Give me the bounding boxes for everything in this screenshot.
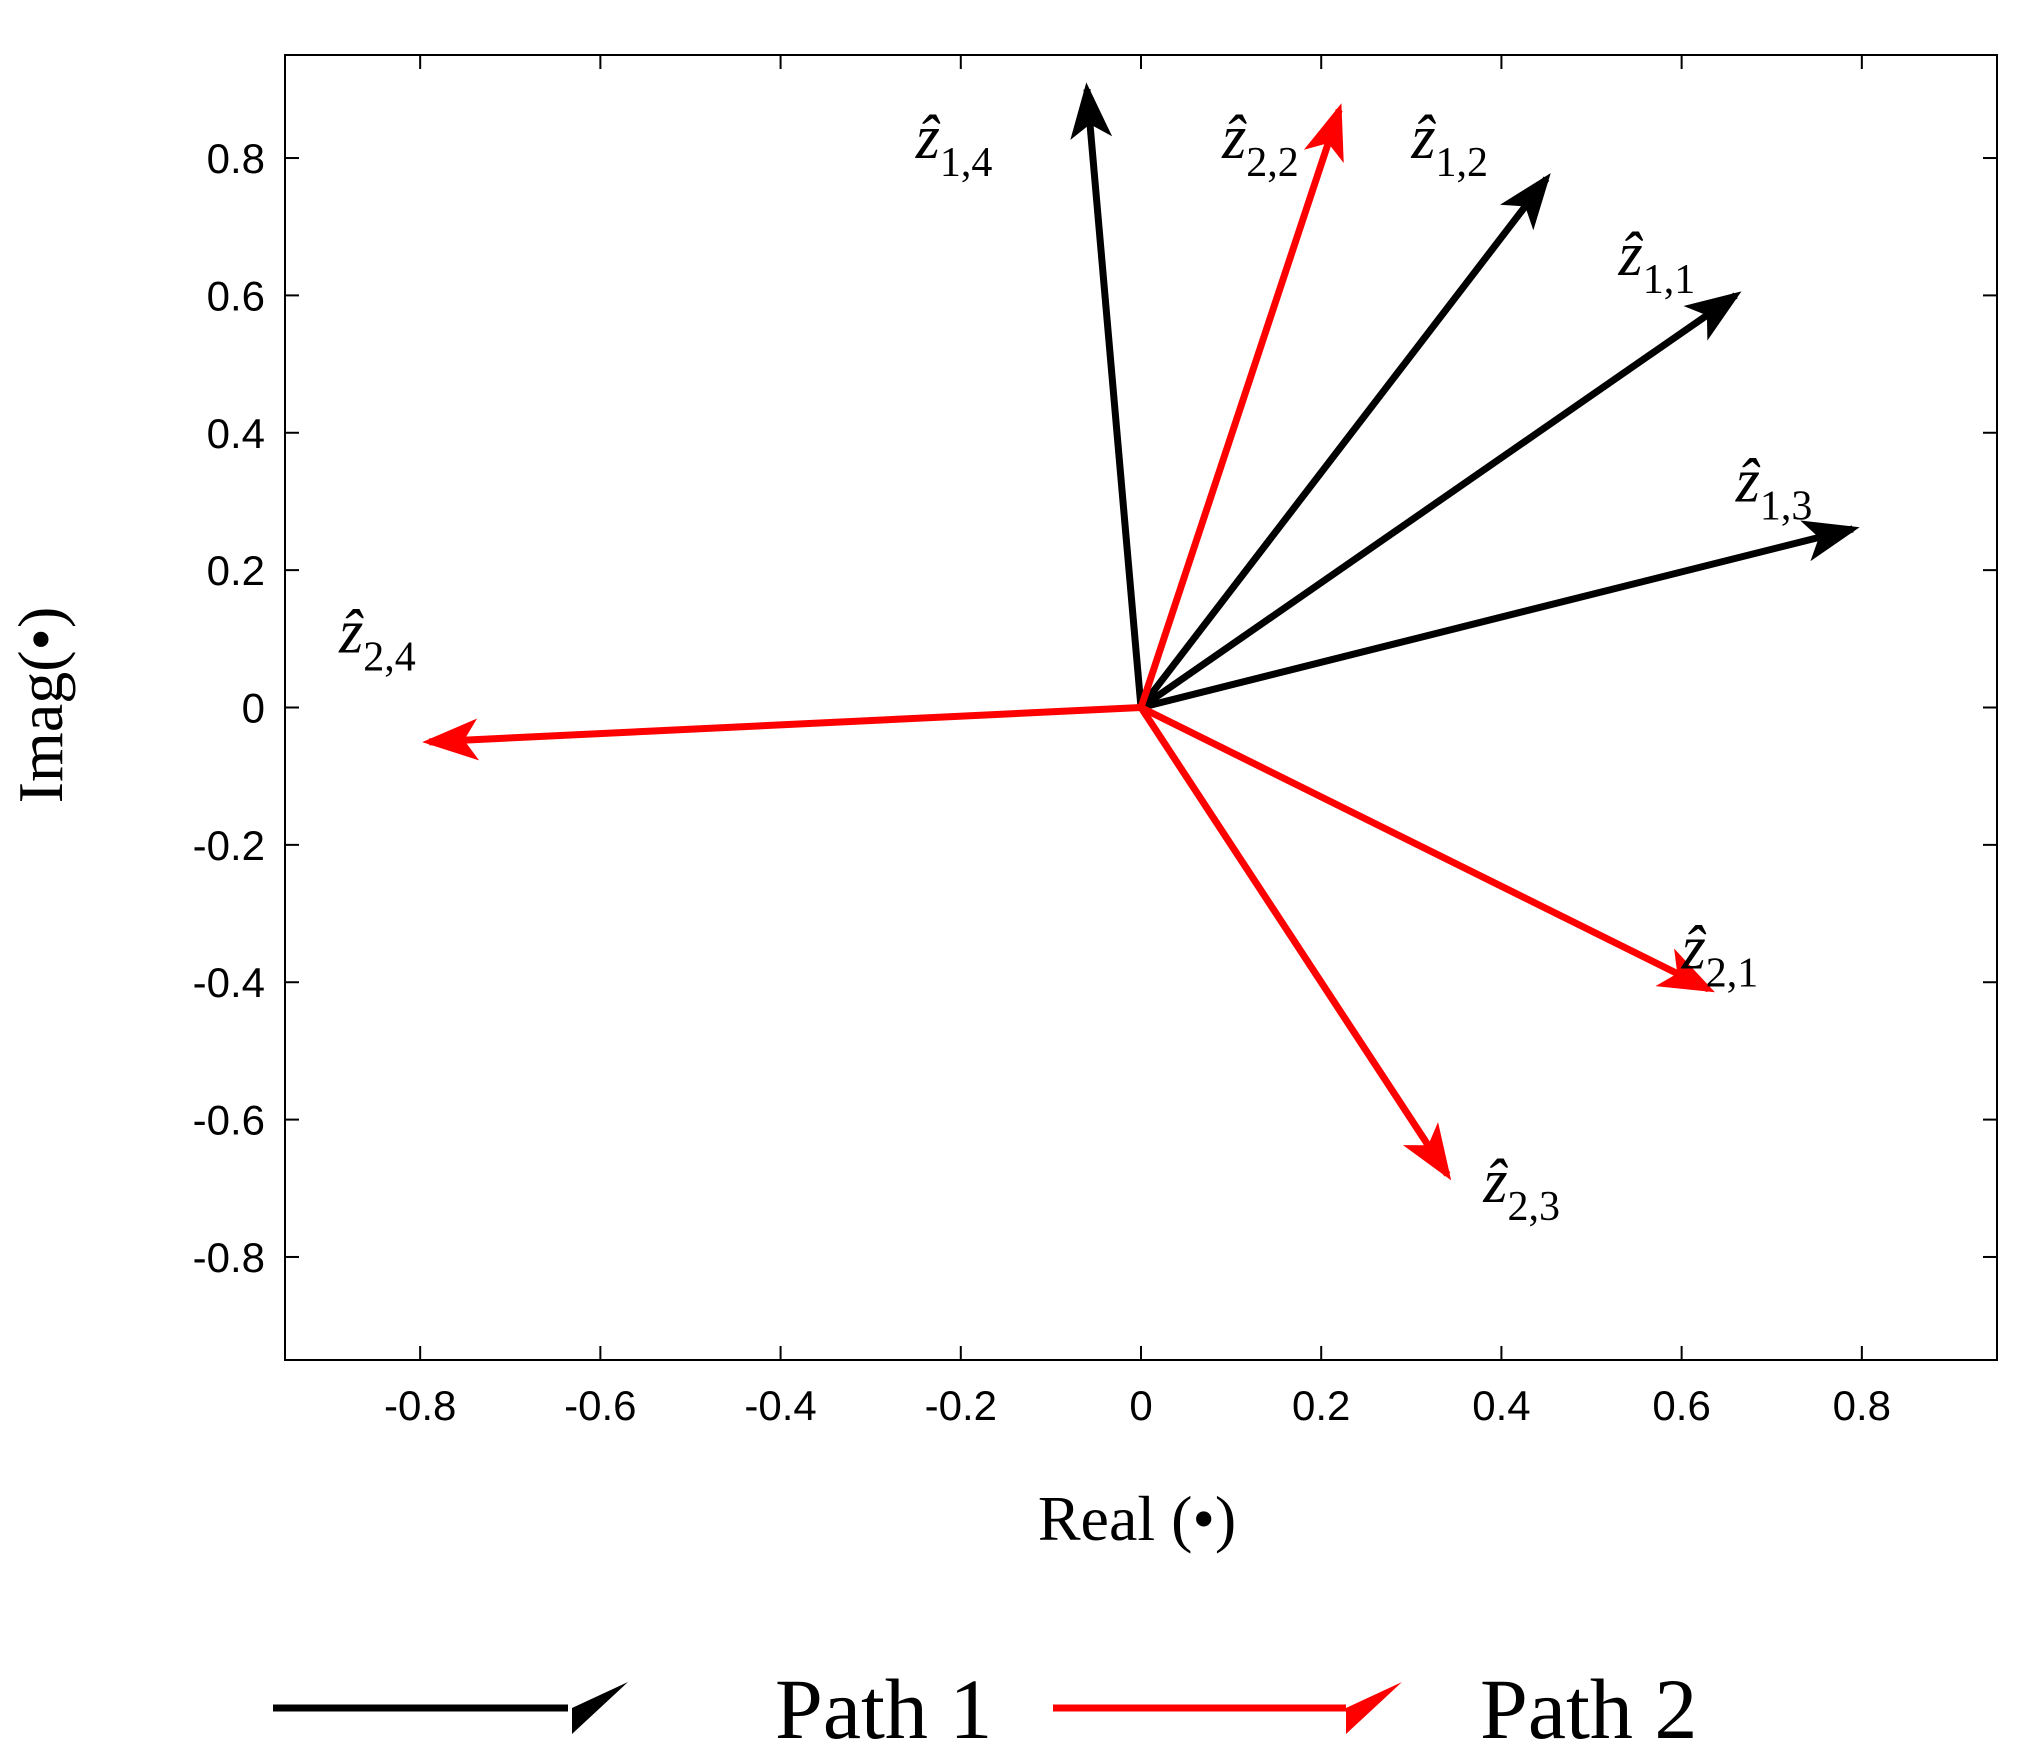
y-tick-label: 0.2 — [207, 547, 265, 594]
y-axis-title: Imag(•) — [5, 607, 76, 804]
vector-arrow-2-4 — [422, 704, 1142, 761]
x-tick-label: -0.6 — [564, 1382, 636, 1429]
x-tick-label: -0.8 — [384, 1382, 456, 1429]
vector-labels: ẑ1,1 ẑ1,2 ẑ1,3 ẑ1,4 ẑ2,1 ẑ2,2 ẑ2,3 ẑ2,4 — [338, 104, 1812, 1230]
vector-arrow-1-3 — [1140, 520, 1860, 711]
vector-label-2-3: ẑ2,3 — [1482, 1148, 1560, 1230]
vector-label-2-2: ẑ2,2 — [1221, 104, 1299, 186]
y-tick-label: -0.2 — [193, 822, 265, 869]
y-tick-label: 0.4 — [207, 410, 265, 457]
x-tick-label: 0.6 — [1652, 1382, 1710, 1429]
x-tick-label: -0.4 — [744, 1382, 816, 1429]
vector-arrow-1-4 — [1070, 82, 1145, 708]
legend: Path 1 Path 2 — [273, 1661, 1697, 1756]
y-tick-label: 0.6 — [207, 272, 265, 319]
vector-arrow-1-2 — [1138, 173, 1551, 710]
y-tick-label: -0.6 — [193, 1097, 265, 1144]
vector-label-1-3: ẑ1,3 — [1735, 447, 1813, 529]
legend-path-1-arrowhead — [572, 1682, 628, 1734]
legend-path-2-arrowhead — [1346, 1682, 1402, 1734]
y-axis-ticks: 0.8 0.6 0.4 0.2 0 -0.2 -0.4 -0.6 -0.8 — [193, 135, 1997, 1281]
legend-path-2-label: Path 2 — [1480, 1661, 1697, 1756]
vector-arrow-1-1 — [1139, 291, 1742, 711]
vector-arrow-2-2 — [1137, 103, 1344, 709]
vector-label-1-2: ẑ1,2 — [1410, 104, 1488, 186]
vector-label-2-4: ẑ2,4 — [338, 599, 416, 681]
vector-label-2-1: ẑ2,1 — [1681, 915, 1759, 997]
vector-arrow-2-1 — [1139, 704, 1715, 993]
y-tick-label: -0.4 — [193, 959, 265, 1006]
y-tick-label: 0 — [242, 685, 265, 732]
x-tick-label: -0.2 — [925, 1382, 997, 1429]
vector-label-1-1: ẑ1,1 — [1618, 221, 1696, 303]
vectors — [422, 82, 1860, 1181]
y-tick-label: -0.8 — [193, 1234, 265, 1281]
legend-path-1-label: Path 1 — [775, 1661, 992, 1756]
y-tick-label: 0.8 — [207, 135, 265, 182]
x-axis-ticks: -0.8 -0.6 -0.4 -0.2 0 0.2 0.4 0.6 0.8 — [384, 55, 1891, 1429]
x-axis-title: Real (•) — [1038, 1483, 1236, 1554]
x-tick-label: 0.2 — [1292, 1382, 1350, 1429]
x-tick-label: 0 — [1129, 1382, 1152, 1429]
vector-arrow-2-3 — [1138, 705, 1452, 1181]
x-tick-label: 0.8 — [1833, 1382, 1891, 1429]
x-tick-label: 0.4 — [1472, 1382, 1530, 1429]
vector-label-1-4: ẑ1,4 — [915, 104, 993, 186]
